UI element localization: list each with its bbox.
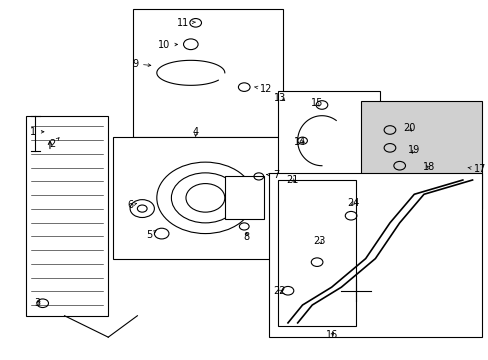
Bar [268,173,481,337]
Bar [132,9,283,137]
Text: 20: 20 [403,123,415,133]
Bar [224,176,263,219]
Text: 3: 3 [35,298,41,308]
Text: 14: 14 [293,138,305,148]
Text: 18: 18 [422,162,434,172]
Text: 2: 2 [49,138,59,149]
Text: 22: 22 [273,287,285,296]
Text: 17: 17 [467,164,485,174]
Text: 8: 8 [243,232,249,242]
Bar [26,116,108,316]
Text: 11: 11 [177,18,195,28]
Text: 4: 4 [192,127,198,137]
Text: 1: 1 [30,127,44,137]
Bar [113,137,283,258]
Text: 23: 23 [313,236,325,246]
Bar [278,180,355,327]
Text: 12: 12 [254,84,272,94]
Bar [278,91,380,187]
Bar [360,102,481,208]
Text: 5: 5 [146,230,156,240]
Text: 15: 15 [310,98,323,108]
Text: 7: 7 [266,170,278,180]
Text: 13: 13 [273,93,285,103]
Text: 9: 9 [132,59,150,69]
Text: 24: 24 [346,198,359,208]
Text: 19: 19 [407,145,420,155]
Text: 16: 16 [325,330,337,341]
Text: 6: 6 [127,200,136,210]
Text: 21: 21 [286,175,298,185]
Text: 10: 10 [158,40,177,50]
